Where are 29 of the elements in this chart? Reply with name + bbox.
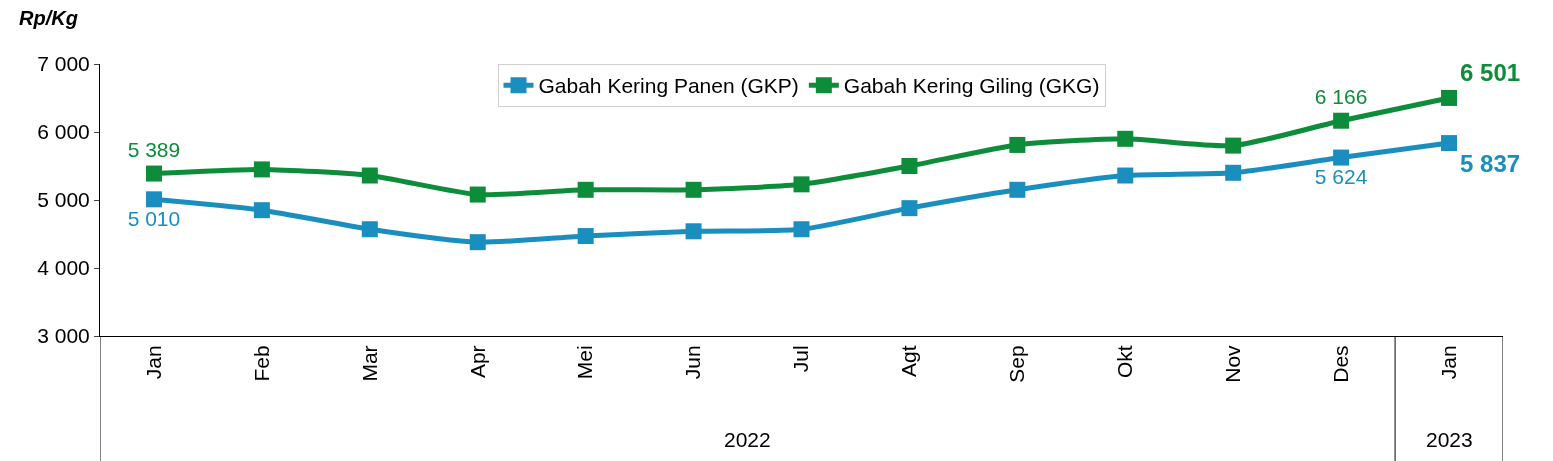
legend-label: Gabah Kering Panen (GKP) <box>538 74 799 98</box>
y-tick-label: 4 000 <box>37 256 90 280</box>
text: 2022 <box>724 428 771 451</box>
y-tick-label: 5 000 <box>37 188 90 212</box>
y-tick-label: 3 000 <box>37 324 90 348</box>
x-tick-label: Jun <box>681 345 705 380</box>
x-tick-label: Mei <box>573 345 597 380</box>
x-tick-label: Apr <box>465 345 489 379</box>
x-tick-label: Jan <box>1436 345 1460 380</box>
data-label: 5 389 <box>127 138 181 162</box>
data-label: 6 501 <box>1460 58 1521 86</box>
x-tick-label: Agt <box>897 345 921 377</box>
x-tick-label: Des <box>1328 345 1352 383</box>
x-tick-label: Jan <box>141 345 165 380</box>
data-label: 5 010 <box>127 207 181 231</box>
legend-label: Gabah Kering Giling (GKG) <box>843 74 1100 98</box>
y-tick-label: 7 000 <box>37 52 90 76</box>
data-label: 5 837 <box>1460 150 1521 178</box>
y-axis-title: Rp/Kg <box>19 7 78 29</box>
x-tick-label: Sep <box>1005 345 1029 383</box>
data-label: 5 624 <box>1314 165 1368 189</box>
x-tick-label: Jul <box>789 345 813 373</box>
x-tick-label: Mar <box>357 345 381 382</box>
x-tick-label: Okt <box>1113 345 1137 379</box>
x-tick-label: Nov <box>1221 344 1245 383</box>
data-label: 6 166 <box>1314 85 1368 109</box>
y-tick-label: 6 000 <box>37 120 90 144</box>
x-tick-label: Feb <box>249 345 273 382</box>
text: 2023 <box>1426 428 1473 451</box>
